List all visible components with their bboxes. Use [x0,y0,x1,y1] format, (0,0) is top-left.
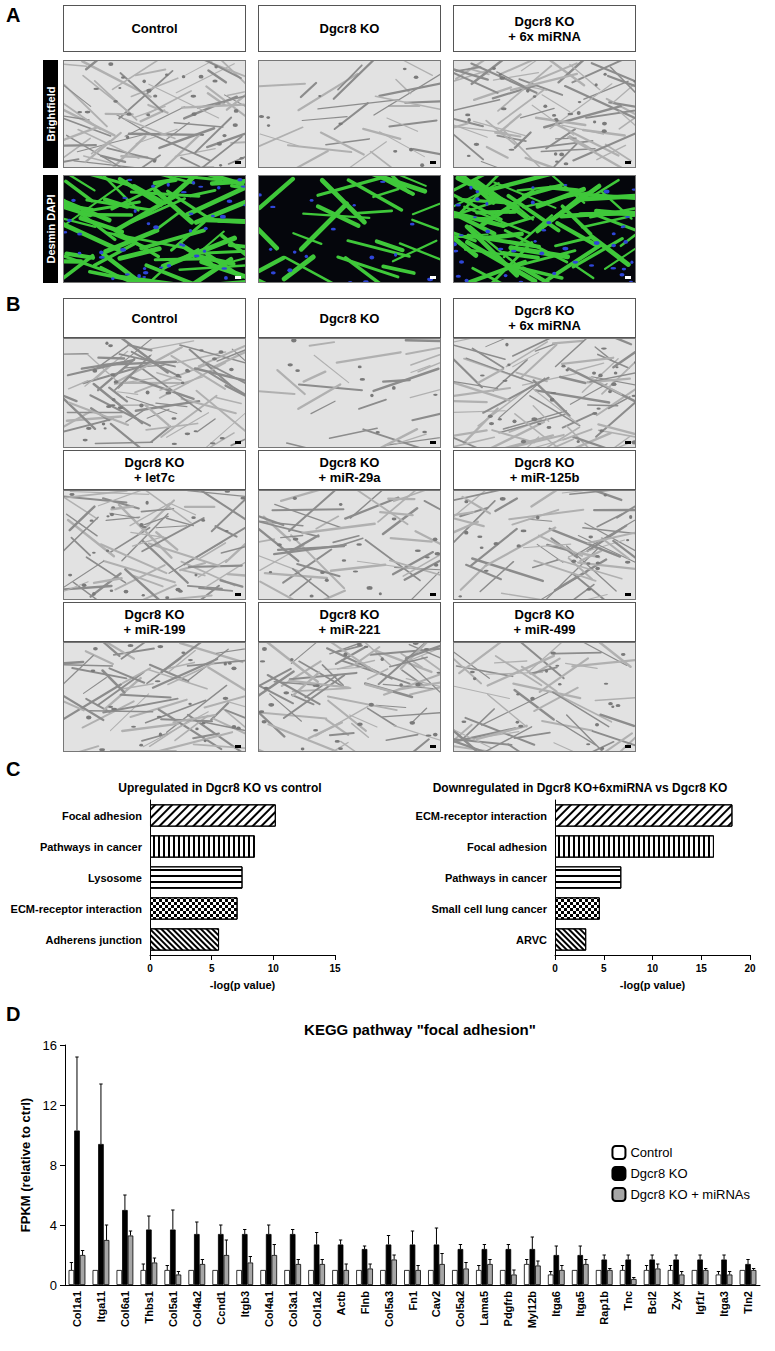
svg-text:Lysosome: Lysosome [88,872,142,884]
svg-text:Pathways in cancer: Pathways in cancer [40,841,143,853]
html-text:Dgcr8 KO + 6x miRNA: Dgcr8 KO + 6x miRNA [508,13,581,44]
html-text:Dgcr8 KO: Dgcr8 KO [319,310,380,326]
svg-text:ECM-receptor interaction: ECM-receptor interaction [416,810,548,822]
svg-text:Col5a2: Col5a2 [454,1291,466,1327]
svg-text:8: 8 [50,1158,57,1173]
svg-text:Dgcr8 KO + miRNAs: Dgcr8 KO + miRNAs [630,1187,750,1202]
html-text:Dgcr8 KO + miR-221: Dgcr8 KO + miR-221 [318,607,381,637]
html-text:Dgcr8 KO + miR-499: Dgcr8 KO + miR-499 [513,607,576,637]
svg-text:5: 5 [601,963,607,974]
svg-text:15: 15 [329,963,341,974]
svg-text:Small cell lung cancer: Small cell lung cancer [431,903,547,915]
svg-text:-log(p value): -log(p value) [620,979,686,991]
html-text:B: B [6,293,21,315]
svg-text:Col6a1: Col6a1 [119,1291,131,1327]
svg-text:Cav2: Cav2 [430,1291,442,1317]
svg-text:Igf1r: Igf1r [694,1290,706,1315]
svg-text:Itga11: Itga11 [95,1291,107,1322]
svg-text:Upregulated in Dgcr8 KO vs con: Upregulated in Dgcr8 KO vs control [118,781,321,795]
svg-text:Col5a3: Col5a3 [383,1291,395,1327]
svg-text:4: 4 [50,1218,57,1233]
svg-text:Focal adhesion: Focal adhesion [62,810,142,822]
svg-text:Fn1: Fn1 [407,1291,419,1311]
svg-text:-log(p value): -log(p value) [210,979,276,991]
html-text:Brightfield: Brightfield [44,86,57,142]
html-text:Dgcr8 KO + miR-29a: Dgcr8 KO + miR-29a [318,455,381,485]
html-text:D: D [6,1003,21,1025]
svg-text:FPKM (relative to ctrl): FPKM (relative to ctrl) [18,1098,33,1232]
svg-text:10: 10 [268,963,280,974]
svg-text:Flnb: Flnb [359,1291,371,1314]
html-text:A: A [6,4,21,26]
svg-text:KEGG pathway "focal adhesion": KEGG pathway "focal adhesion" [304,1021,536,1038]
svg-text:0: 0 [50,1278,57,1293]
svg-text:Itgb3: Itgb3 [239,1291,251,1317]
html-text:Dgcr8 KO + let7c: Dgcr8 KO + let7c [124,455,185,485]
svg-text:Focal adhesion: Focal adhesion [467,841,547,853]
svg-text:15: 15 [696,963,708,974]
svg-text:Lama5: Lama5 [478,1291,490,1326]
svg-text:16: 16 [43,1038,57,1053]
svg-text:Col1a1: Col1a1 [71,1291,83,1327]
svg-text:ARVC: ARVC [516,934,547,946]
html-text:Dgcr8 KO + miR-199: Dgcr8 KO + miR-199 [123,607,186,637]
svg-text:Rap1b: Rap1b [598,1291,610,1325]
svg-text:20: 20 [744,963,756,974]
html-text:Dgcr8 KO + 6x miRNA: Dgcr8 KO + 6x miRNA [508,303,581,333]
svg-text:Col3a1: Col3a1 [287,1291,299,1327]
svg-text:Thbs1: Thbs1 [143,1291,155,1323]
svg-text:Downregulated in Dgcr8 KO+6xmi: Downregulated in Dgcr8 KO+6xmiRNA vs Dgc… [433,781,728,795]
html-text:Desmin DAPI: Desmin DAPI [44,194,57,264]
svg-text:Col5a1: Col5a1 [167,1291,179,1327]
html-text:Dgcr8 KO + miR-125b: Dgcr8 KO + miR-125b [509,455,580,485]
html-text:Dgcr8 KO: Dgcr8 KO [319,21,380,36]
svg-text:Actb: Actb [335,1291,347,1316]
svg-text:ECM-receptor interaction: ECM-receptor interaction [11,903,143,915]
svg-text:Col1a2: Col1a2 [311,1291,323,1327]
svg-text:Ccnd1: Ccnd1 [215,1291,227,1325]
svg-text:Zyx: Zyx [670,1290,682,1310]
svg-text:Pdgfrb: Pdgfrb [502,1291,514,1327]
html-text:Control: Control [131,21,178,36]
svg-text:Col4a1: Col4a1 [263,1291,275,1327]
svg-text:5: 5 [209,963,215,974]
svg-text:10: 10 [647,963,659,974]
svg-text:Tln2: Tln2 [742,1291,754,1314]
html-text:C: C [6,758,21,780]
svg-text:Itga5: Itga5 [574,1291,586,1317]
svg-text:Control: Control [630,1145,672,1160]
svg-text:Bcl2: Bcl2 [646,1291,658,1314]
svg-text:Adherens junction: Adherens junction [45,934,142,946]
svg-text:12: 12 [43,1098,57,1113]
svg-text:0: 0 [147,963,153,974]
svg-text:Pathways in cancer: Pathways in cancer [445,872,548,884]
svg-text:Dgcr8 KO: Dgcr8 KO [630,1166,687,1181]
svg-text:Col4a2: Col4a2 [191,1291,203,1327]
svg-text:Itga3: Itga3 [718,1291,730,1317]
svg-text:Tnc: Tnc [622,1291,634,1311]
svg-text:Itga6: Itga6 [550,1291,562,1317]
svg-text:0: 0 [552,963,558,974]
html-text:Control: Control [131,310,178,326]
svg-text:Myl12b: Myl12b [526,1291,538,1329]
